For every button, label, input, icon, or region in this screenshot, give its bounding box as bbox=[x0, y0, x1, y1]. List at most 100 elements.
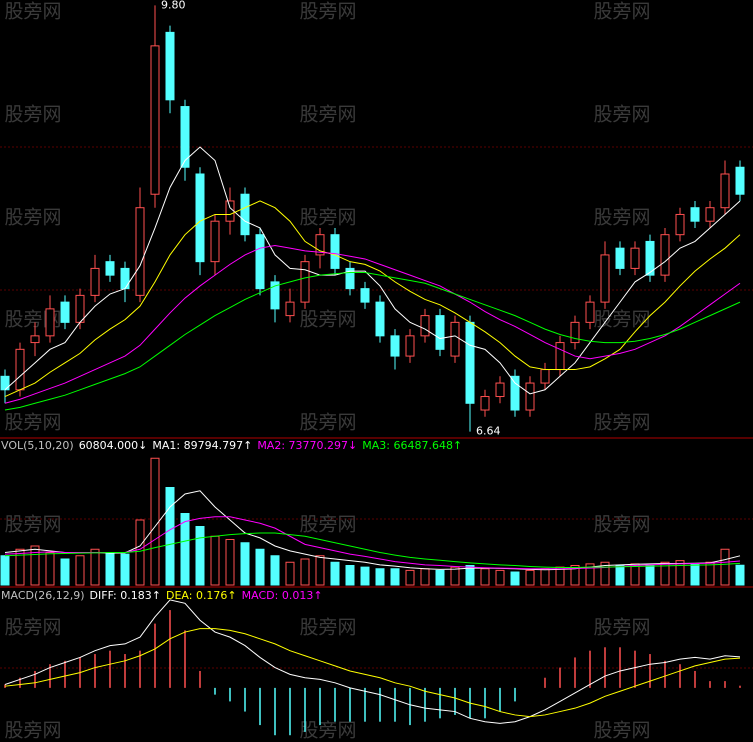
volume-bar bbox=[150, 457, 160, 586]
volume-bar bbox=[180, 513, 190, 586]
volume-bar bbox=[165, 487, 175, 586]
volume-bar bbox=[360, 566, 370, 586]
volume-bar bbox=[390, 568, 400, 586]
indicator-line bbox=[4, 599, 741, 724]
watermark: 股旁网 bbox=[4, 104, 61, 126]
watermark: 股旁网 bbox=[593, 720, 650, 742]
candle-body bbox=[285, 301, 295, 317]
header-item: DIFF: 0.183↑ bbox=[90, 589, 161, 602]
candle-body bbox=[105, 261, 115, 276]
candle-body bbox=[330, 234, 340, 269]
candle-body bbox=[585, 301, 595, 323]
candle-body bbox=[465, 321, 475, 404]
volume-bar bbox=[120, 553, 130, 586]
volume-bar bbox=[240, 542, 250, 586]
header-item: DEA: 0.176↑ bbox=[166, 589, 237, 602]
watermark: 股旁网 bbox=[299, 207, 356, 229]
candle-body bbox=[45, 308, 55, 337]
volume-bar bbox=[285, 561, 295, 586]
watermark: 股旁网 bbox=[4, 412, 61, 434]
volume-bar bbox=[105, 552, 115, 586]
candle-body bbox=[255, 234, 265, 290]
header-item: MA2: 73770.297↓ bbox=[257, 439, 357, 452]
volume-bar bbox=[720, 548, 730, 586]
candle-body bbox=[15, 348, 25, 391]
panel-header: MACD(26,12,9) DIFF: 0.183↑ DEA: 0.176↑ MACD… bbox=[1, 589, 323, 602]
volume-bar bbox=[690, 563, 700, 586]
candle-body bbox=[495, 382, 505, 398]
watermark: 股旁网 bbox=[299, 617, 356, 639]
watermark: 股旁网 bbox=[299, 514, 356, 536]
candle-body bbox=[270, 281, 280, 310]
header-item: MA1: 89794.797↑ bbox=[152, 439, 252, 452]
volume-bar bbox=[630, 563, 640, 586]
candle-body bbox=[225, 200, 235, 222]
watermark: 股旁网 bbox=[593, 1, 650, 23]
indicator-line bbox=[4, 244, 741, 404]
header-item: MA3: 66487.648↑ bbox=[362, 439, 462, 452]
candle-body bbox=[75, 294, 85, 323]
watermark: 股旁网 bbox=[4, 1, 61, 23]
header-item: MACD(26,12,9) bbox=[1, 589, 85, 602]
volume-bar bbox=[255, 548, 265, 586]
watermark: 股旁网 bbox=[593, 514, 650, 536]
header-item: 60804.000↓ bbox=[79, 439, 148, 452]
volume-bar bbox=[345, 565, 355, 586]
candle-body bbox=[165, 31, 175, 101]
candle-body bbox=[720, 173, 730, 209]
candle-body bbox=[450, 321, 460, 357]
watermark: 股旁网 bbox=[593, 412, 650, 434]
volume-bar bbox=[195, 526, 205, 586]
candle-body bbox=[480, 396, 490, 411]
candle-body bbox=[630, 247, 640, 269]
candle-body bbox=[315, 234, 325, 256]
candle-body bbox=[555, 342, 565, 371]
watermark: 股旁网 bbox=[4, 514, 61, 536]
volume-bar bbox=[495, 569, 505, 586]
candle-body bbox=[675, 213, 685, 236]
candle-body bbox=[60, 301, 70, 323]
volume-bar bbox=[375, 568, 385, 586]
candle-body bbox=[135, 207, 145, 296]
watermark: 股旁网 bbox=[4, 720, 61, 742]
volume-bar bbox=[510, 571, 520, 586]
volume-bar bbox=[435, 569, 445, 586]
volume-bar bbox=[15, 548, 25, 586]
watermark: 股旁网 bbox=[299, 1, 356, 23]
indicator-line bbox=[4, 271, 741, 411]
candle-body bbox=[240, 193, 250, 236]
candle-body bbox=[210, 220, 220, 263]
indicator-line bbox=[4, 146, 741, 395]
candle-body bbox=[600, 254, 610, 303]
indicator-line bbox=[4, 628, 741, 718]
watermark: 股旁网 bbox=[299, 309, 356, 331]
watermark: 股旁网 bbox=[593, 104, 650, 126]
volume-bar bbox=[420, 568, 430, 586]
volume-bar bbox=[135, 519, 145, 586]
candle-body bbox=[120, 267, 130, 290]
candle-body bbox=[435, 315, 445, 350]
candle-body bbox=[30, 335, 40, 344]
volume-bar bbox=[480, 568, 490, 586]
volume-bar bbox=[75, 555, 85, 586]
volume-bar bbox=[315, 555, 325, 586]
candle-body bbox=[300, 261, 310, 303]
candle-body bbox=[345, 267, 355, 290]
volume-bar bbox=[735, 564, 745, 586]
volume-bar bbox=[585, 563, 595, 586]
volume-bar bbox=[645, 565, 655, 586]
volume-bar bbox=[210, 535, 220, 586]
header-item: VOL(5,10,20) bbox=[1, 439, 74, 452]
candle-body bbox=[645, 240, 655, 276]
candle-body bbox=[735, 166, 745, 195]
indicator-line bbox=[4, 532, 741, 568]
panel-header: VOL(5,10,20) 60804.000↓ MA1: 89794.797↑ MA2… bbox=[1, 439, 462, 452]
volume-bar bbox=[90, 548, 100, 586]
watermark: 股旁网 bbox=[299, 412, 356, 434]
volume-bar bbox=[660, 561, 670, 586]
high-marker: 9.80 bbox=[161, 0, 186, 11]
candle-body bbox=[660, 234, 670, 276]
candle-body bbox=[180, 106, 190, 168]
